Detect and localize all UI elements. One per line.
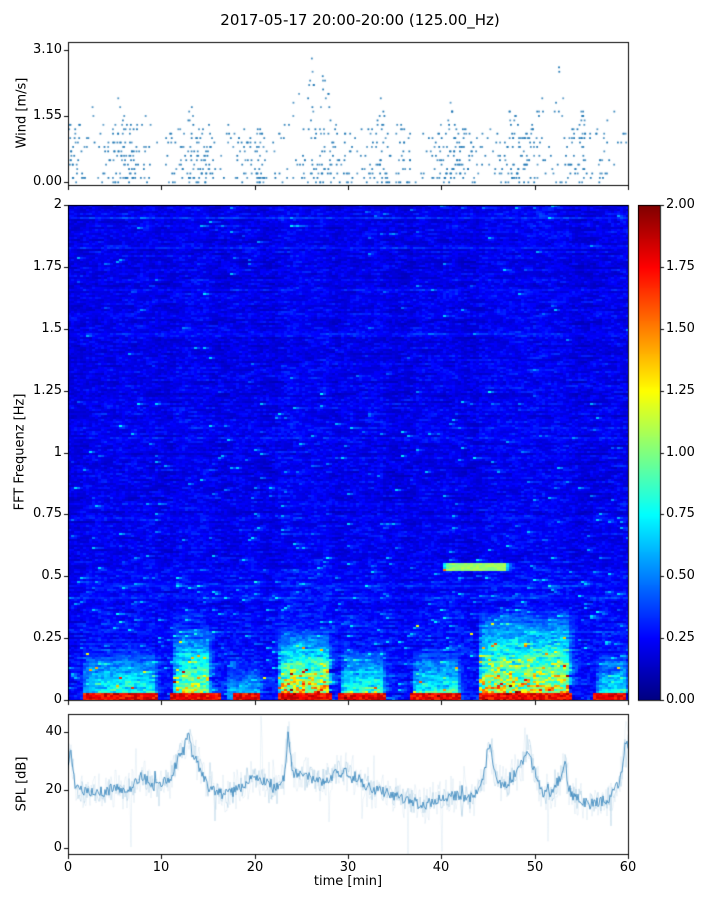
spl-y-axis-label: SPL [dB] xyxy=(14,756,30,812)
fft-y-axis-label: FFT Frequenz [Hz] xyxy=(12,393,28,511)
x-axis-label: time [min] xyxy=(313,874,383,889)
wind-y-axis-label: Wind [m/s] xyxy=(14,77,30,149)
